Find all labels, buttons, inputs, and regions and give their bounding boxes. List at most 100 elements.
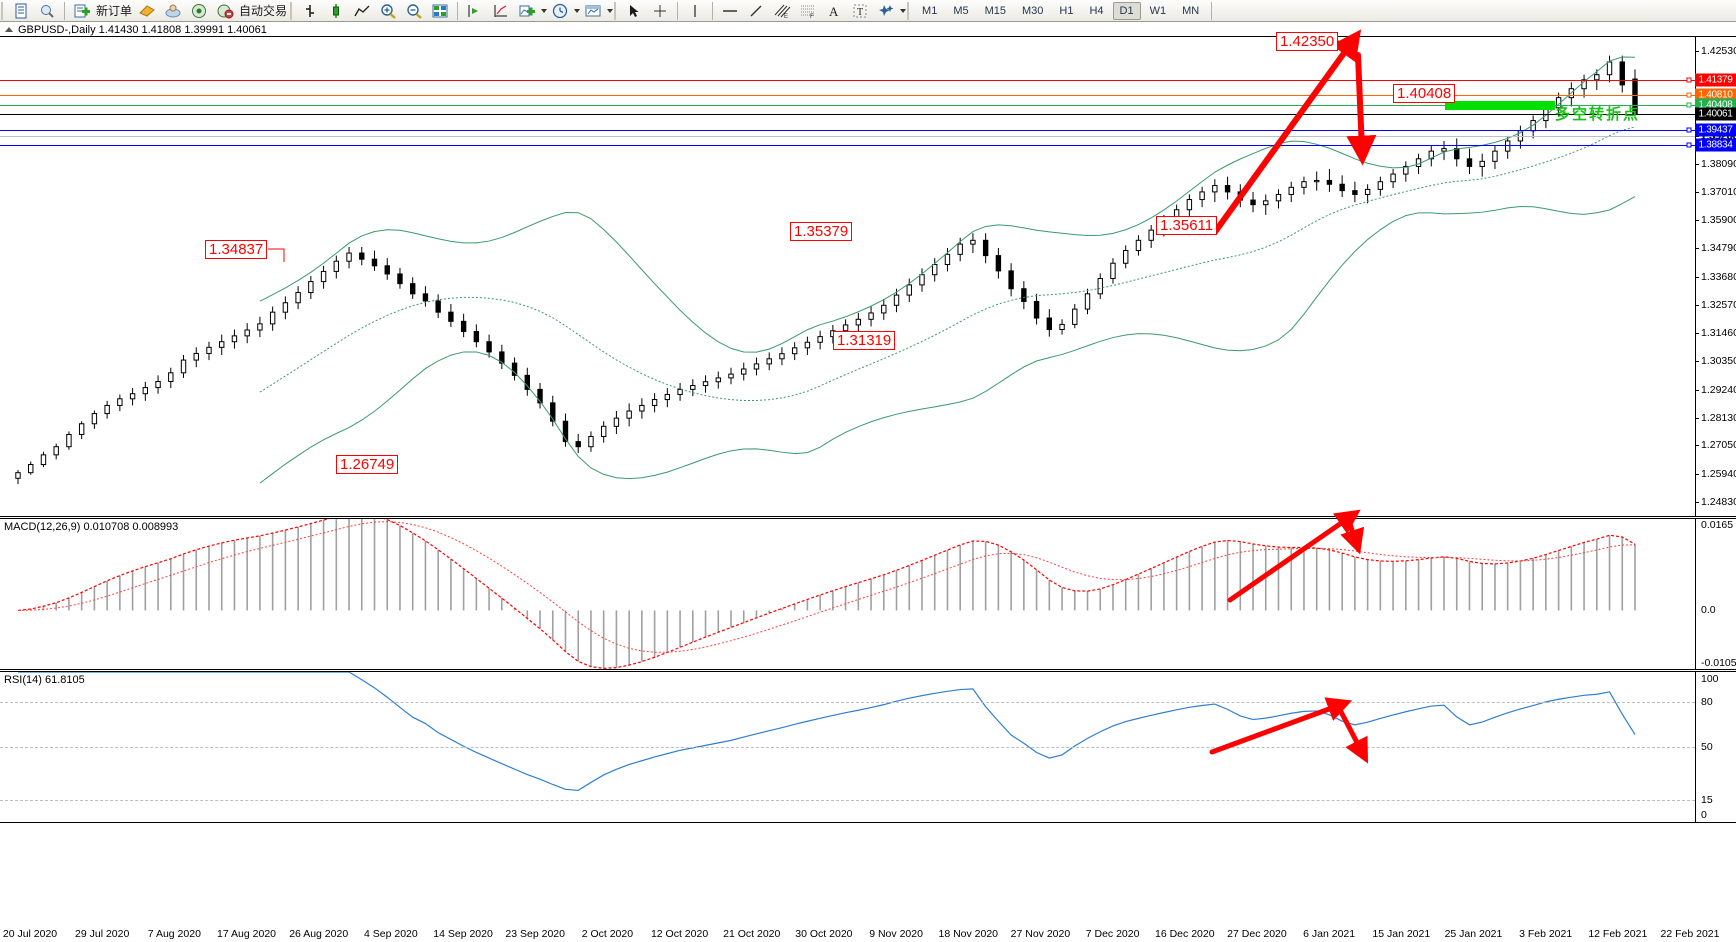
zoom-search-icon[interactable] — [35, 1, 59, 21]
price-axis[interactable]: 1.42530 1.41420 1.40310 1.39200 1.38090 1.370… — [1695, 37, 1736, 516]
tab-timeframe-h4[interactable]: H4 — [1089, 4, 1104, 17]
autotrading-shield-icon[interactable] — [213, 1, 237, 21]
tab-timeframe-m15[interactable]: M15 — [984, 4, 1006, 17]
rsi-axis[interactable]: 100 80 50 15 0 — [1695, 672, 1736, 822]
price-axis-label: 1.37010 — [1701, 185, 1736, 198]
rsi-level-line — [0, 702, 1695, 703]
price-axis-label: 1.29240 — [1701, 383, 1736, 396]
toolbar-grip-2[interactable] — [290, 1, 295, 20]
autotrading-label[interactable]: 自动交易 — [239, 4, 288, 18]
tab-timeframe-h1[interactable]: H1 — [1059, 4, 1074, 17]
zoom-out-icon[interactable] — [402, 1, 426, 21]
terminal-cloud-icon[interactable] — [161, 1, 185, 21]
macd-axis-label: 0.0 — [1701, 604, 1716, 617]
indicators-dropdown-caret[interactable] — [541, 8, 548, 13]
price-chart-pane[interactable]: 1.42530 1.41420 1.40310 1.39200 1.38090 1.370… — [0, 36, 1736, 517]
candlestick-icon[interactable] — [324, 1, 348, 21]
toolbar-separator-2 — [457, 1, 459, 20]
price-axis-tick — [1696, 191, 1699, 193]
macd-plot-area[interactable] — [0, 519, 1736, 669]
hline-icon[interactable] — [718, 1, 742, 21]
price-axis-label: 1.28130 — [1701, 411, 1736, 424]
macd-axis-label: 0.0165 — [1701, 519, 1734, 531]
clock-icon[interactable] — [548, 1, 572, 21]
collapse-triangle-icon[interactable] — [5, 27, 13, 32]
expert-advisor-icon[interactable] — [135, 1, 159, 21]
price-axis-tick — [1696, 164, 1699, 166]
main-toolbar: 新订单 自动交易 — [0, 0, 1736, 22]
rsi-axis-label: 50 — [1701, 741, 1713, 753]
macd-axis[interactable]: 0.0165 0.0 -0.010571 — [1695, 519, 1736, 669]
date-axis-label: 25 Jan 2021 — [1444, 928, 1503, 940]
tab-timeframe-m30[interactable]: M30 — [1022, 4, 1044, 17]
date-axis: 20 Jul 2020 29 Jul 2020 7 Aug 2020 17 Aug 2… — [0, 926, 1736, 942]
rsi-level-line — [0, 747, 1695, 748]
price-axis-tick — [1696, 473, 1699, 475]
equidistant-channel-icon[interactable]: E — [770, 1, 794, 21]
toolbar-grip-4[interactable] — [907, 1, 912, 20]
templates-dropdown-caret[interactable] — [607, 8, 614, 13]
price-axis-tick — [1696, 361, 1699, 363]
new-chart-icon[interactable] — [9, 1, 33, 21]
line-chart-icon[interactable] — [350, 1, 374, 21]
rsi-plot-area[interactable] — [0, 672, 1736, 822]
symbol-info-text: GBPUSD-,Daily 1.41430 1.41808 1.39991 1.… — [18, 23, 267, 36]
periodicity-dropdown-caret[interactable] — [574, 8, 581, 13]
rsi-axis-label: 15 — [1701, 793, 1713, 806]
toolbar-separator-3 — [677, 1, 679, 20]
date-axis-label: 16 Dec 2020 — [1155, 928, 1215, 940]
zoom-in-icon[interactable] — [376, 1, 400, 21]
price-axis-label: 1.39200 — [1701, 129, 1736, 142]
macd-svg — [17, 519, 1636, 669]
crosshair-icon[interactable] — [648, 1, 672, 21]
date-axis-label: 26 Aug 2020 — [289, 928, 349, 940]
cursor-icon[interactable] — [622, 1, 646, 21]
signals-icon[interactable] — [187, 1, 211, 21]
price-axis-label: 1.35900 — [1701, 213, 1736, 226]
date-axis-label: 6 Jan 2021 — [1303, 928, 1356, 940]
tab-timeframe-mn[interactable]: MN — [1182, 4, 1200, 17]
new-order-label[interactable]: 新订单 — [96, 4, 133, 18]
tab-timeframe-m5[interactable]: M5 — [953, 4, 969, 17]
price-axis-label: 1.27050 — [1701, 439, 1736, 452]
objects-icon[interactable] — [874, 1, 898, 21]
rsi-axis-label: 100 — [1701, 673, 1719, 685]
autoscroll-icon[interactable] — [489, 1, 513, 21]
price-axis-label: 1.24830 — [1701, 495, 1736, 508]
date-axis-label: 12 Oct 2020 — [650, 928, 709, 940]
price-axis-tick — [1696, 417, 1699, 419]
indicators-icon[interactable] — [515, 1, 539, 21]
price-plot-area[interactable] — [0, 37, 1736, 516]
svg-text:E: E — [784, 14, 788, 19]
toolbar-grip-1[interactable] — [1, 1, 5, 20]
new-order-icon[interactable] — [70, 1, 94, 21]
templates-icon[interactable] — [581, 1, 605, 21]
data-window-icon[interactable] — [428, 1, 452, 21]
label-icon[interactable]: T — [848, 1, 872, 21]
text-icon[interactable]: A — [822, 1, 846, 21]
price-candles-svg — [15, 55, 1638, 485]
date-axis-label: 2 Oct 2020 — [581, 928, 634, 940]
tab-timeframe-d1[interactable]: D1 — [1112, 1, 1141, 20]
rsi-pane[interactable]: RSI(14) 61.8105 100 80 50 15 0 — [0, 671, 1736, 823]
price-axis-tick — [1696, 276, 1699, 278]
price-axis-tick — [1696, 304, 1699, 306]
date-axis-label: 3 Feb 2021 — [1519, 928, 1573, 940]
date-axis-label: 18 Nov 2020 — [938, 928, 999, 940]
fibonacci-icon[interactable]: F — [796, 1, 820, 21]
tab-timeframe-w1[interactable]: W1 — [1149, 4, 1167, 17]
toolbar-grip-3[interactable] — [614, 1, 619, 20]
symbol-info-bar: GBPUSD-,Daily 1.41430 1.41808 1.39991 1.… — [0, 23, 1736, 36]
trendline-icon[interactable] — [744, 1, 768, 21]
tab-timeframe-m1[interactable]: M1 — [922, 4, 938, 17]
price-axis-tick — [1696, 107, 1699, 109]
shift-end-icon[interactable] — [463, 1, 487, 21]
bar-chart-icon[interactable] — [298, 1, 322, 21]
price-axis-label: 1.33680 — [1701, 270, 1736, 283]
price-axis-tick — [1696, 445, 1699, 447]
macd-pane[interactable]: MACD(12,26,9) 0.010708 0.008993 0.0165 0.… — [0, 518, 1736, 670]
vline-icon[interactable] — [683, 1, 707, 21]
objects-dropdown-caret[interactable] — [900, 8, 907, 13]
price-axis-label: 1.32570 — [1701, 298, 1736, 311]
rsi-title: RSI(14) 61.8105 — [4, 674, 85, 686]
